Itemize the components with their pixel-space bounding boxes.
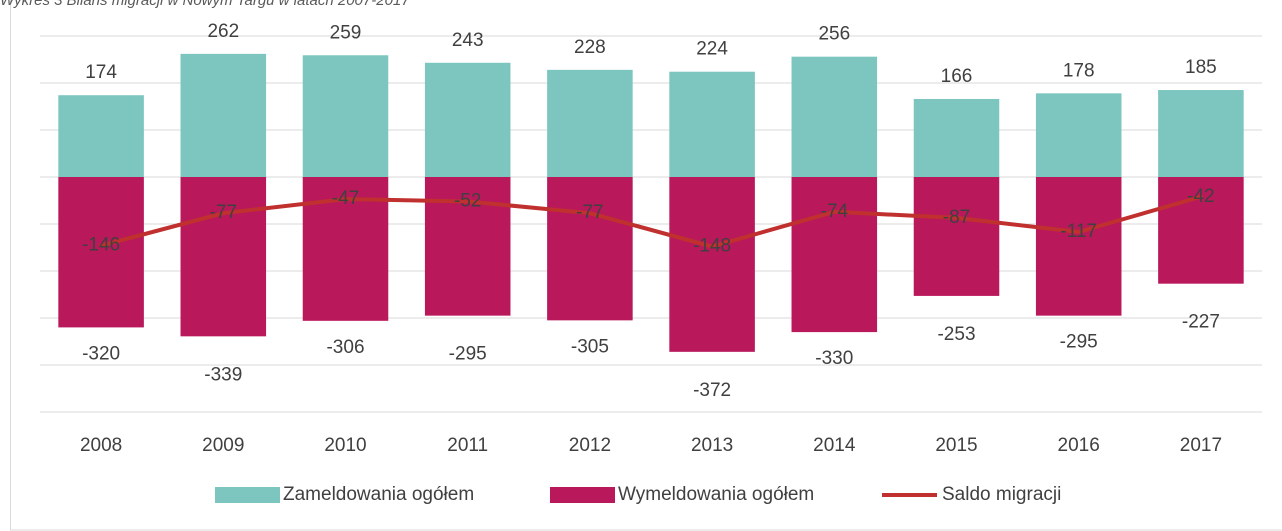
data-label: -227 [1182,312,1220,333]
legend-label: Zameldowania ogółem [283,484,474,505]
data-label: 228 [574,37,606,58]
data-label: -146 [82,235,120,256]
data-label: -320 [82,343,120,364]
legend-swatch [215,487,280,503]
data-label: -372 [693,380,731,401]
legend-label: Saldo migracji [942,484,1061,505]
bar [302,55,389,177]
x-tick-label: 2013 [691,435,733,456]
bar [180,53,267,177]
bar [1035,177,1122,316]
data-label: -305 [571,336,609,357]
bar [913,177,1000,296]
data-label: -306 [326,337,364,358]
legend-label: Wymeldowania ogółem [618,484,814,505]
data-label: -77 [210,202,237,223]
data-label: -47 [332,188,359,209]
x-tick-label: 2015 [935,435,977,456]
data-label: -295 [449,344,487,365]
bar [424,62,511,177]
x-tick-label: 2011 [447,435,488,456]
bar [58,95,144,177]
data-label: 224 [696,39,728,60]
x-tick-label: 2008 [80,435,122,456]
data-label: -87 [943,207,970,228]
data-label: -42 [1187,186,1214,207]
data-label: -117 [1060,221,1097,242]
data-label: 262 [207,21,239,42]
chart-frame [10,0,1282,531]
bar [669,71,755,177]
x-tick-label: 2012 [569,435,611,456]
x-tick-label: 2017 [1180,435,1222,456]
x-tick-label: 2009 [202,435,244,456]
bar [1035,93,1122,177]
chart-title: Wykres 3 Bilans migracji w Nowym Targu w… [0,0,410,9]
bar [547,69,633,177]
data-label: -77 [576,202,603,223]
data-label: -330 [815,348,853,369]
bar [180,177,267,337]
bar [791,56,878,177]
bar [669,177,755,352]
line [99,194,1203,249]
data-label: 174 [85,62,117,83]
bar [58,177,144,328]
data-label: -74 [821,201,849,222]
data-label: 256 [818,24,850,45]
data-label: 243 [452,30,484,51]
data-label: 185 [1185,57,1217,78]
data-label: -253 [937,324,975,345]
x-tick-label: 2014 [813,435,856,456]
x-tick-label: 2010 [324,435,366,456]
bar [547,177,633,321]
data-label: -148 [693,236,731,257]
bar [791,177,878,333]
data-label: -339 [204,364,242,385]
data-label: 259 [330,22,362,43]
bar [1158,90,1244,177]
data-label: -52 [454,190,481,211]
bar [913,98,1000,177]
data-label: 178 [1063,60,1095,81]
legend-swatch [550,487,615,503]
data-label: -295 [1060,332,1098,353]
data-label: 166 [941,66,973,87]
x-tick-label: 2016 [1058,435,1100,456]
